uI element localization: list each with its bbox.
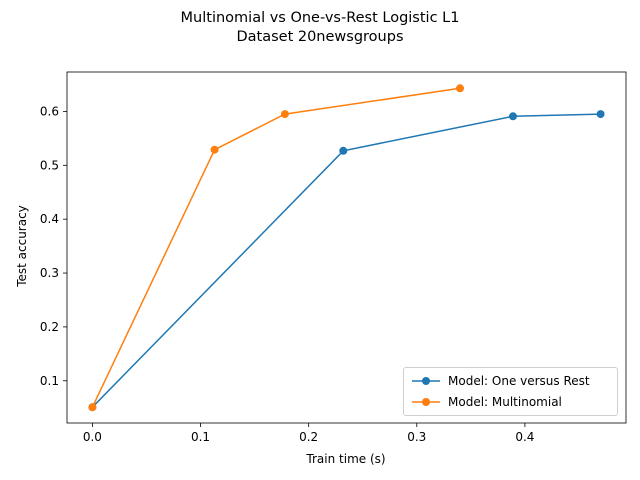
x-tick-label-2: 0.2 xyxy=(299,430,318,444)
x-tick-label-0: 0.0 xyxy=(83,430,102,444)
x-tick-label-1: 0.1 xyxy=(191,430,210,444)
chart-title: Multinomial vs One-vs-Rest Logistic L1 xyxy=(180,10,460,26)
series-line-1 xyxy=(91,87,461,408)
data-point-1-0 xyxy=(88,403,97,412)
data-point-1-3 xyxy=(456,84,464,93)
y-tick-label-3: 0.4 xyxy=(40,212,59,226)
data-point-1-2 xyxy=(280,110,289,119)
plot-area xyxy=(88,84,605,412)
y-tick-label-4: 0.5 xyxy=(40,158,59,172)
axes: 0.0 0.1 0.2 0.3 0.4 0.1 0.2 0.3 0.4 0.5 0.6 xyxy=(40,71,627,444)
x-axis-label: Train time (s) xyxy=(305,452,385,466)
legend-label-one-vs-rest: Model: One versus Rest xyxy=(448,374,590,388)
y-axis-label: Test accuracy xyxy=(15,205,29,288)
x-tick-label-3: 0.3 xyxy=(407,430,426,444)
axes-frame xyxy=(66,71,627,424)
data-point-0-2 xyxy=(509,112,517,121)
y-tick-label-1: 0.2 xyxy=(40,320,59,334)
data-point-0-1 xyxy=(339,146,348,155)
data-point-1-1 xyxy=(210,145,219,154)
y-tick-label-0: 0.1 xyxy=(40,374,59,388)
legend-label-multinomial: Model: Multinomial xyxy=(448,395,562,409)
y-tick-label-5: 0.6 xyxy=(40,104,59,118)
data-point-0-3 xyxy=(596,110,605,119)
y-tick-label-2: 0.3 xyxy=(40,266,59,280)
series-line-0 xyxy=(91,113,601,408)
x-tick-label-4: 0.4 xyxy=(515,430,534,444)
chart-subtitle: Dataset 20newsgroups xyxy=(236,29,404,45)
legend: Model: One versus Rest Model: Multinomia… xyxy=(403,367,618,416)
legend-marker-multinomial xyxy=(412,398,440,406)
legend-marker-one-vs-rest xyxy=(412,377,440,385)
